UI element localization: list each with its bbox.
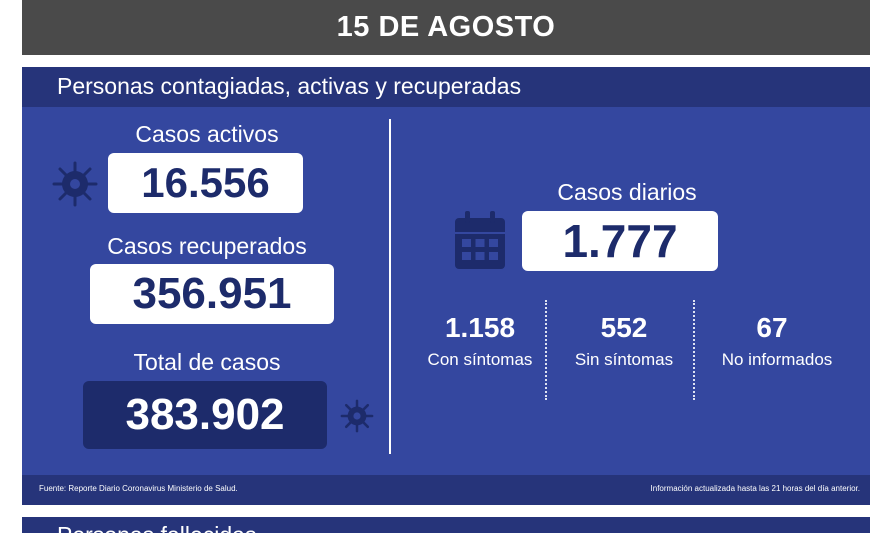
casos-recuperados-label: Casos recuperados (107, 233, 307, 259)
total-casos-label: Total de casos (133, 349, 281, 375)
fallecidos-panel: Personas fallecidas (22, 517, 870, 533)
fallecidos-title: Personas fallecidas (57, 522, 256, 533)
casos-diarios-label: Casos diarios (557, 179, 697, 205)
sin-sintomas-label: Sin síntomas (574, 350, 674, 369)
total-casos-box: 383.902 (83, 381, 327, 449)
panel-title: Personas contagiadas, activas y recupera… (57, 73, 522, 99)
column-divider (389, 119, 391, 454)
footer-source: Fuente: Reporte Diario Coronavirus Minis… (39, 484, 238, 493)
casos-recuperados-box: 356.951 (90, 264, 334, 324)
no-informados-value: 67 (756, 312, 788, 343)
contagiados-panel: Personas contagiadas, activas y recupera… (22, 67, 870, 505)
no-informados-label: No informados (721, 350, 833, 369)
footer-note: Información actualizada hasta las 21 hor… (650, 484, 860, 493)
con-sintomas-value: 1.158 (444, 312, 516, 343)
panel-footer: Fuente: Reporte Diario Coronavirus Minis… (22, 475, 870, 505)
calendar-icon (455, 211, 505, 269)
sin-sintomas-value: 552 (600, 312, 648, 343)
panel-title-bar: Personas contagiadas, activas y recupera… (22, 67, 870, 107)
casos-diarios-box: 1.777 (522, 211, 718, 271)
casos-activos-value: 16.556 (141, 159, 270, 206)
con-sintomas-label: Con síntomas (427, 350, 533, 369)
dotted-divider (545, 300, 547, 400)
casos-diarios-value: 1.777 (562, 215, 678, 267)
dotted-divider (693, 300, 695, 400)
casos-recuperados-value: 356.951 (132, 269, 292, 318)
date-header: 15 DE AGOSTO (22, 0, 870, 55)
virus-icon (340, 399, 374, 433)
total-casos-value: 383.902 (125, 390, 285, 439)
casos-activos-label: Casos activos (135, 121, 279, 147)
virus-icon (52, 161, 98, 207)
casos-activos-box: 16.556 (108, 153, 303, 213)
date-title: 15 DE AGOSTO (336, 11, 556, 43)
